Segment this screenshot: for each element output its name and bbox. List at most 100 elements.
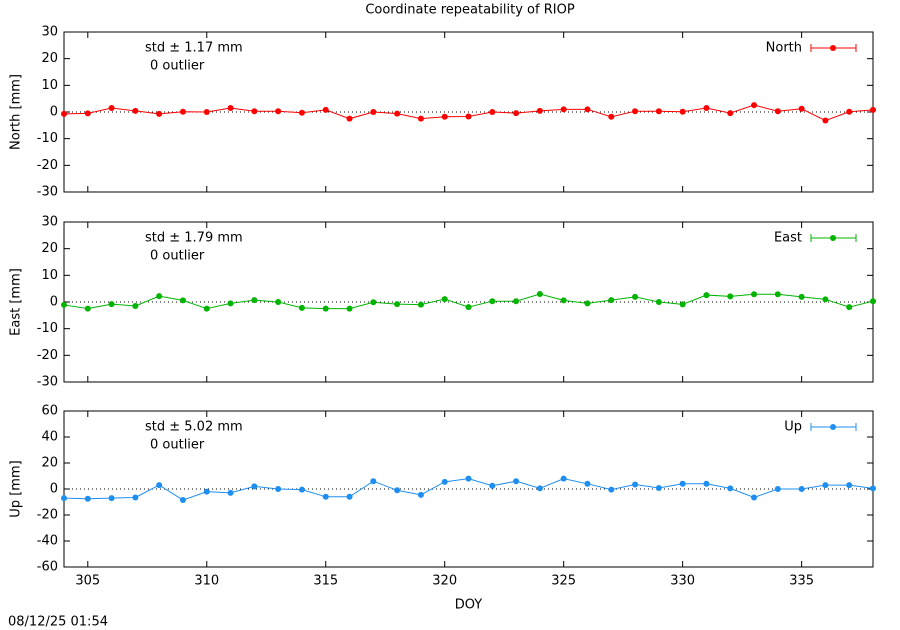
y-tick-label: 0 <box>50 105 58 120</box>
point <box>489 109 496 115</box>
point <box>322 493 329 500</box>
point <box>751 291 758 298</box>
point <box>275 108 282 115</box>
point <box>84 110 91 117</box>
annotation: 0 outlier <box>150 438 205 453</box>
point <box>489 298 496 305</box>
x-tick-label: 320 <box>432 574 457 589</box>
point <box>251 108 258 115</box>
point <box>727 110 734 117</box>
y-tick-label: 0 <box>50 482 58 497</box>
point <box>394 301 401 308</box>
y-axis-label: North [mm] <box>9 74 24 150</box>
legend-marker <box>830 424 836 430</box>
point <box>179 497 186 504</box>
point <box>727 293 734 300</box>
point <box>536 291 543 297</box>
point <box>774 291 781 298</box>
y-tick-label: 20 <box>41 456 58 471</box>
point <box>227 300 234 307</box>
point <box>798 293 805 300</box>
point <box>513 110 520 117</box>
point <box>61 495 67 502</box>
y-tick-label: -40 <box>37 534 58 549</box>
point <box>846 108 853 115</box>
point <box>84 305 91 312</box>
point <box>108 495 115 502</box>
y-axis-label: East [mm] <box>9 268 24 336</box>
x-tick-label: 310 <box>194 574 219 589</box>
point <box>156 110 163 117</box>
y-tick-label: -10 <box>37 131 58 146</box>
point <box>132 303 139 309</box>
point <box>584 480 591 487</box>
point <box>227 489 234 496</box>
point <box>251 483 258 490</box>
point <box>322 106 329 113</box>
y-tick-label: -20 <box>37 348 58 363</box>
point <box>132 107 139 114</box>
x-axis-label: DOY <box>455 598 483 613</box>
point <box>560 106 567 113</box>
point <box>536 485 543 492</box>
point <box>584 300 591 307</box>
point <box>679 108 686 115</box>
point <box>560 475 567 482</box>
legend-label: Up <box>784 420 802 435</box>
point <box>632 108 639 115</box>
point <box>441 296 448 303</box>
point <box>608 297 615 304</box>
x-tick-label: 335 <box>789 574 814 589</box>
y-tick-label: 10 <box>41 268 58 283</box>
y-tick-label: -20 <box>37 158 58 173</box>
point <box>394 487 401 494</box>
point <box>798 105 805 112</box>
y-tick-label: 20 <box>41 51 58 66</box>
annotation: 0 outlier <box>150 249 205 264</box>
point <box>298 304 305 311</box>
point <box>870 485 876 492</box>
point <box>179 108 186 115</box>
y-tick-label: 60 <box>41 404 58 419</box>
point <box>417 301 424 308</box>
point <box>465 113 472 120</box>
point <box>441 113 448 120</box>
point <box>203 488 210 495</box>
point <box>156 293 163 300</box>
annotation: 0 outlier <box>150 59 205 74</box>
point <box>441 478 448 485</box>
point <box>655 484 662 491</box>
point <box>703 480 710 487</box>
point <box>655 299 662 305</box>
point <box>465 475 472 482</box>
point <box>61 110 67 117</box>
point <box>61 301 67 308</box>
point <box>703 105 710 111</box>
point <box>870 106 876 113</box>
point <box>798 486 805 492</box>
x-tick-label: 325 <box>551 574 576 589</box>
point <box>132 494 139 501</box>
x-tick-label: 315 <box>313 574 338 589</box>
legend-marker <box>830 235 836 241</box>
y-tick-label: -30 <box>37 375 58 390</box>
point <box>774 486 781 492</box>
point <box>655 108 662 115</box>
point <box>727 485 734 492</box>
point <box>513 478 520 485</box>
point <box>156 482 163 489</box>
point <box>870 298 876 305</box>
chart-title: Coordinate repeatability of RIOP <box>365 3 575 18</box>
point <box>417 491 424 498</box>
point <box>322 305 329 312</box>
point <box>822 482 829 489</box>
point <box>536 107 543 114</box>
point <box>346 305 353 312</box>
point <box>513 298 520 305</box>
y-axis-label: Up [mm] <box>9 460 24 517</box>
point <box>489 482 496 489</box>
point <box>370 109 377 115</box>
x-tick-label: 305 <box>75 574 100 589</box>
point <box>608 486 615 493</box>
